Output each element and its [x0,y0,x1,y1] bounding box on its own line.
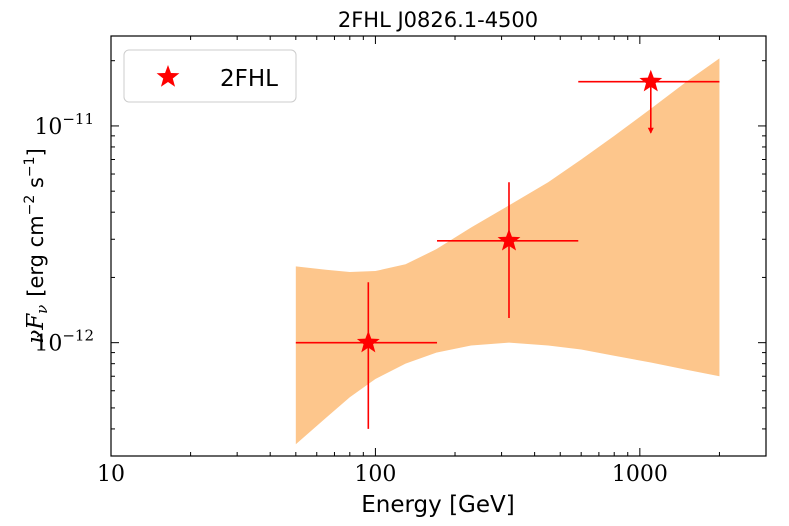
axis-ticks-layer [110,36,767,457]
y-tick-label: 10−12 [34,327,94,357]
upper-limit-arrow [647,127,654,134]
x-tick-label: 100 [354,462,396,487]
star-marker [639,69,663,92]
star-marker [497,228,521,251]
data-point-1 [295,282,438,429]
x-axis-label: Energy [GeV] [361,492,515,518]
data-point-3 [578,69,720,134]
y-tick-exponent: −12 [62,327,94,345]
y-axis-label: νFν [erg cm−2 s−1] [22,148,51,344]
y-tick-label: 10−11 [34,110,94,140]
legend: 2FHL [123,49,297,103]
y-tick-exponent: −11 [62,110,94,128]
chart-title: 2FHL J0826.1-4500 [338,8,538,32]
legend-star-marker [156,65,180,87]
x-tick-label: 1000 [612,462,668,487]
data-points-layer [295,69,720,429]
y-label-s: s [24,177,48,195]
legend-label: 2FHL [220,66,278,92]
uncertainty-band-layer [295,58,720,445]
y-label-exp2: −1 [22,156,38,177]
y-label-close: ] [24,148,48,156]
y-label-exp1: −2 [22,195,38,216]
y-label-math: νF [23,313,49,344]
uncertainty-band [295,58,720,445]
star-marker [356,330,380,353]
legend-box [123,49,297,103]
plot-frame [110,35,767,457]
y-label-sub: ν [33,305,51,314]
y-label-units: [erg cm [24,215,48,296]
y-tick-base: 10 [34,332,62,357]
x-tick-label: 10 [97,462,125,487]
data-point-2 [437,182,579,318]
y-tick-base: 10 [34,115,62,140]
